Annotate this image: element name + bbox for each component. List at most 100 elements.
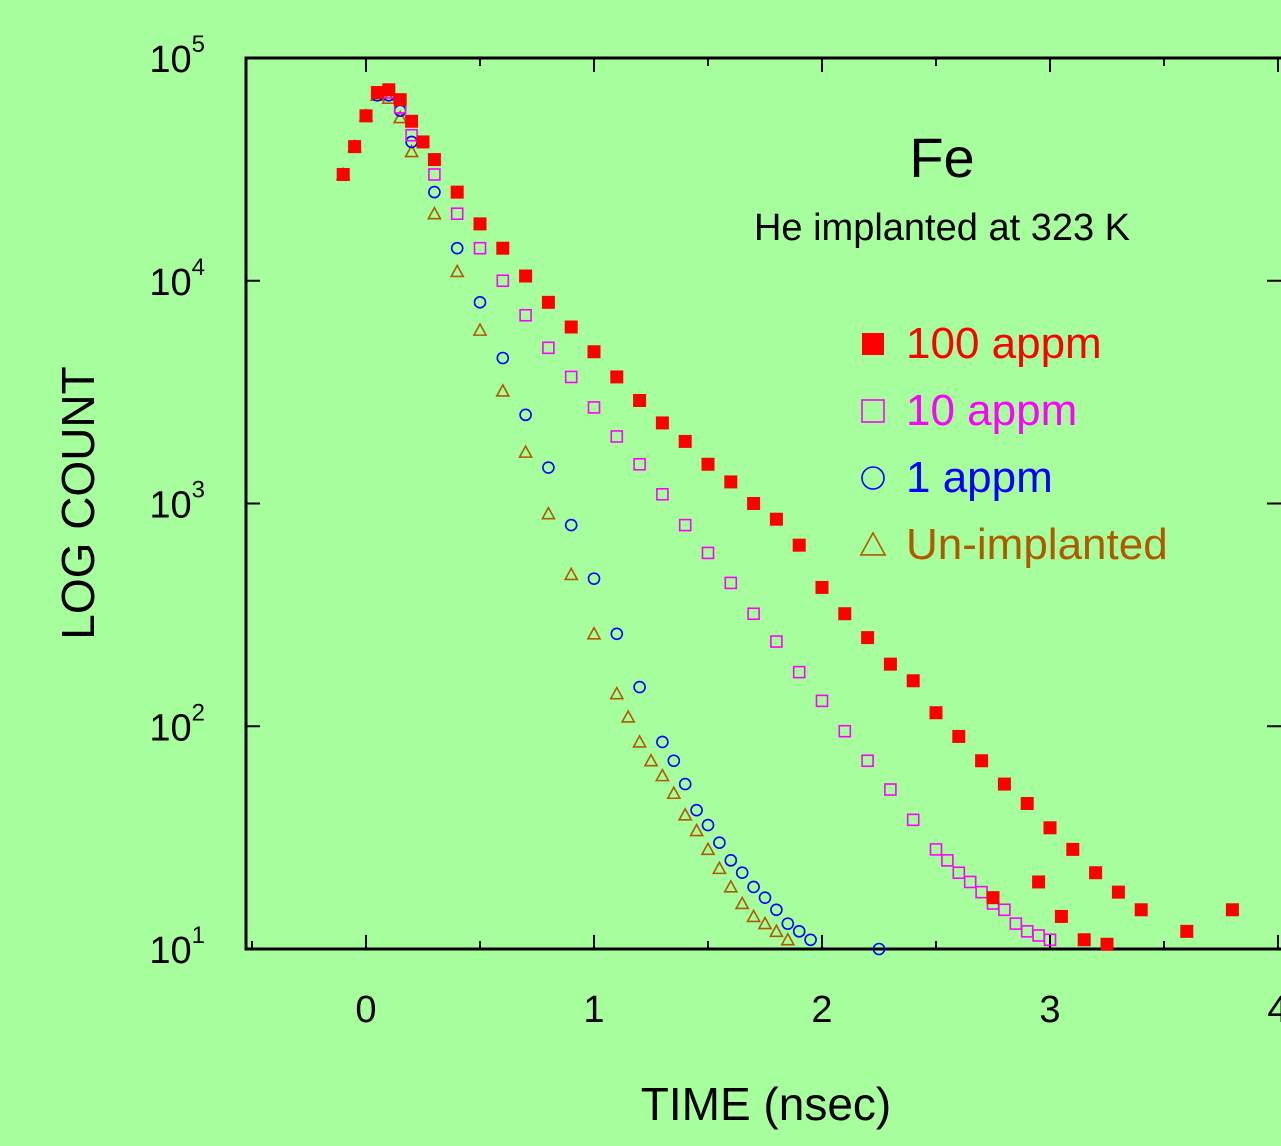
data-point <box>587 345 601 359</box>
data-point <box>770 635 783 648</box>
data-point <box>690 803 703 817</box>
data-point <box>1020 796 1034 810</box>
plot-frame <box>244 56 1281 951</box>
data-point <box>1180 924 1194 938</box>
data-point <box>654 767 670 782</box>
data-point <box>564 518 578 532</box>
series-100-appm <box>336 83 1239 951</box>
data-point <box>757 915 773 930</box>
data-point <box>735 866 749 880</box>
x-axis-title: TIME (nsec) <box>641 1078 891 1130</box>
data-point <box>1020 925 1034 938</box>
data-point <box>1043 821 1057 835</box>
data-point <box>998 903 1011 917</box>
data-point <box>1134 903 1148 917</box>
data-point <box>633 457 646 471</box>
data-point <box>701 457 715 471</box>
data-point <box>632 734 648 748</box>
data-point <box>724 854 738 867</box>
data-point <box>768 923 784 938</box>
data-point <box>541 295 555 309</box>
series-10-appm <box>336 86 1057 947</box>
data-point <box>587 572 601 585</box>
x-axis-ticks: 0 1 2 3 4 <box>251 58 1281 1031</box>
data-point <box>382 83 396 97</box>
data-point <box>1225 903 1239 917</box>
data-point <box>610 627 624 641</box>
data-point <box>656 487 669 501</box>
data-point <box>359 109 373 123</box>
x-tick-label: 4 <box>1267 989 1281 1031</box>
data-point <box>609 685 625 700</box>
data-point <box>450 207 464 220</box>
data-point <box>1100 937 1114 951</box>
data-point <box>678 518 692 532</box>
data-point <box>1111 885 1125 899</box>
data-point <box>643 753 659 767</box>
legend-label: 100 appm <box>906 319 1102 368</box>
data-point <box>724 475 738 489</box>
data-point <box>633 394 647 408</box>
data-point <box>473 296 487 309</box>
data-point <box>348 140 362 154</box>
data-point <box>713 836 726 850</box>
data-point <box>405 128 418 142</box>
data-points <box>335 83 1239 956</box>
data-point <box>689 822 705 837</box>
x-tick-label: 0 <box>355 989 376 1031</box>
data-point <box>496 241 510 255</box>
annotation-subtitle: He implanted at 323 K <box>754 207 1130 249</box>
legend: 100 appm 10 appm 1 appm Un-implanted <box>859 319 1168 569</box>
plot-border <box>244 56 1281 951</box>
data-point <box>1066 842 1080 856</box>
data-point <box>564 320 578 334</box>
data-point <box>393 93 407 107</box>
data-point <box>473 217 487 231</box>
data-point <box>746 908 762 923</box>
x-tick-label: 2 <box>811 989 832 1031</box>
y-tick-label: 105 <box>149 31 205 81</box>
data-point <box>473 241 487 255</box>
data-point <box>997 777 1011 791</box>
data-point <box>884 783 897 796</box>
data-point <box>540 505 556 520</box>
data-point <box>370 86 384 100</box>
data-point <box>769 512 783 526</box>
legend-marker <box>862 333 884 355</box>
data-point <box>701 818 715 832</box>
data-point <box>472 322 488 336</box>
data-point <box>564 370 578 384</box>
legend-marker <box>861 466 885 490</box>
data-point <box>861 754 874 768</box>
data-point <box>449 263 465 278</box>
data-point <box>542 461 555 474</box>
data-point <box>519 308 532 322</box>
data-point <box>620 709 636 723</box>
data-point <box>906 674 920 688</box>
data-point <box>404 143 420 158</box>
data-point <box>610 370 624 384</box>
data-point <box>861 631 875 645</box>
y-tick-label: 103 <box>149 477 205 527</box>
data-point <box>392 109 408 124</box>
data-point <box>804 933 817 947</box>
data-point <box>495 383 511 397</box>
data-point <box>781 917 795 930</box>
y-axis-ticks: 101 102 103 104 105 <box>149 31 1281 972</box>
data-point <box>496 274 510 288</box>
data-point <box>838 724 852 738</box>
data-point <box>711 860 727 875</box>
data-point <box>667 754 681 768</box>
data-point <box>519 408 532 422</box>
data-point <box>758 891 772 904</box>
data-point <box>734 895 750 910</box>
data-point <box>428 185 441 199</box>
data-point <box>941 854 954 867</box>
data-point <box>542 341 555 355</box>
data-point <box>929 706 943 720</box>
data-point <box>496 351 510 365</box>
annotation-title: Fe <box>909 126 974 189</box>
data-point <box>428 168 441 181</box>
data-point <box>792 538 806 552</box>
